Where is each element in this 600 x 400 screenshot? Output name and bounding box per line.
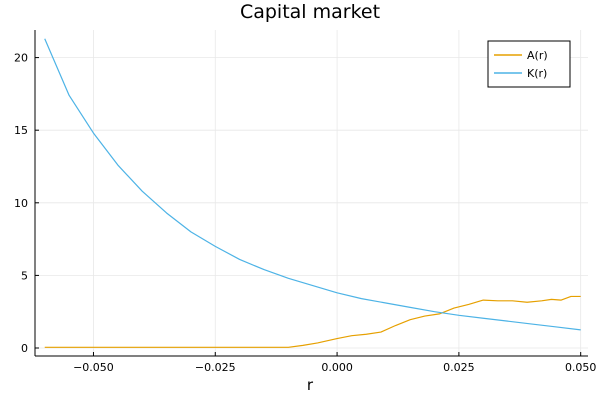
y-tick-label: 5 <box>21 269 28 282</box>
x-axis-label: r <box>307 376 314 394</box>
legend: A(r) K(r) <box>487 40 571 88</box>
legend-box <box>487 40 571 88</box>
x-tick-label: 0.025 <box>443 361 475 374</box>
tick-labels: −0.050 −0.025 0.000 0.025 0.050 0 5 10 15 20 <box>14 52 596 374</box>
y-tick-label: 20 <box>14 52 28 65</box>
series-lines <box>44 38 581 348</box>
x-tick-label: −0.025 <box>195 361 236 374</box>
x-tick-label: −0.050 <box>73 361 114 374</box>
axes <box>34 30 588 357</box>
y-tick-label: 0 <box>21 342 28 355</box>
series-line-a-r <box>44 295 581 348</box>
chart-title: Capital market <box>240 1 380 23</box>
y-tick-label: 15 <box>14 124 28 137</box>
legend-label: A(r) <box>527 49 548 62</box>
legend-label: K(r) <box>527 67 547 80</box>
x-tick-label: 0.000 <box>321 361 353 374</box>
x-tick-label: 0.050 <box>565 361 597 374</box>
y-tick-label: 10 <box>14 197 28 210</box>
series-line-k-r <box>44 38 581 331</box>
